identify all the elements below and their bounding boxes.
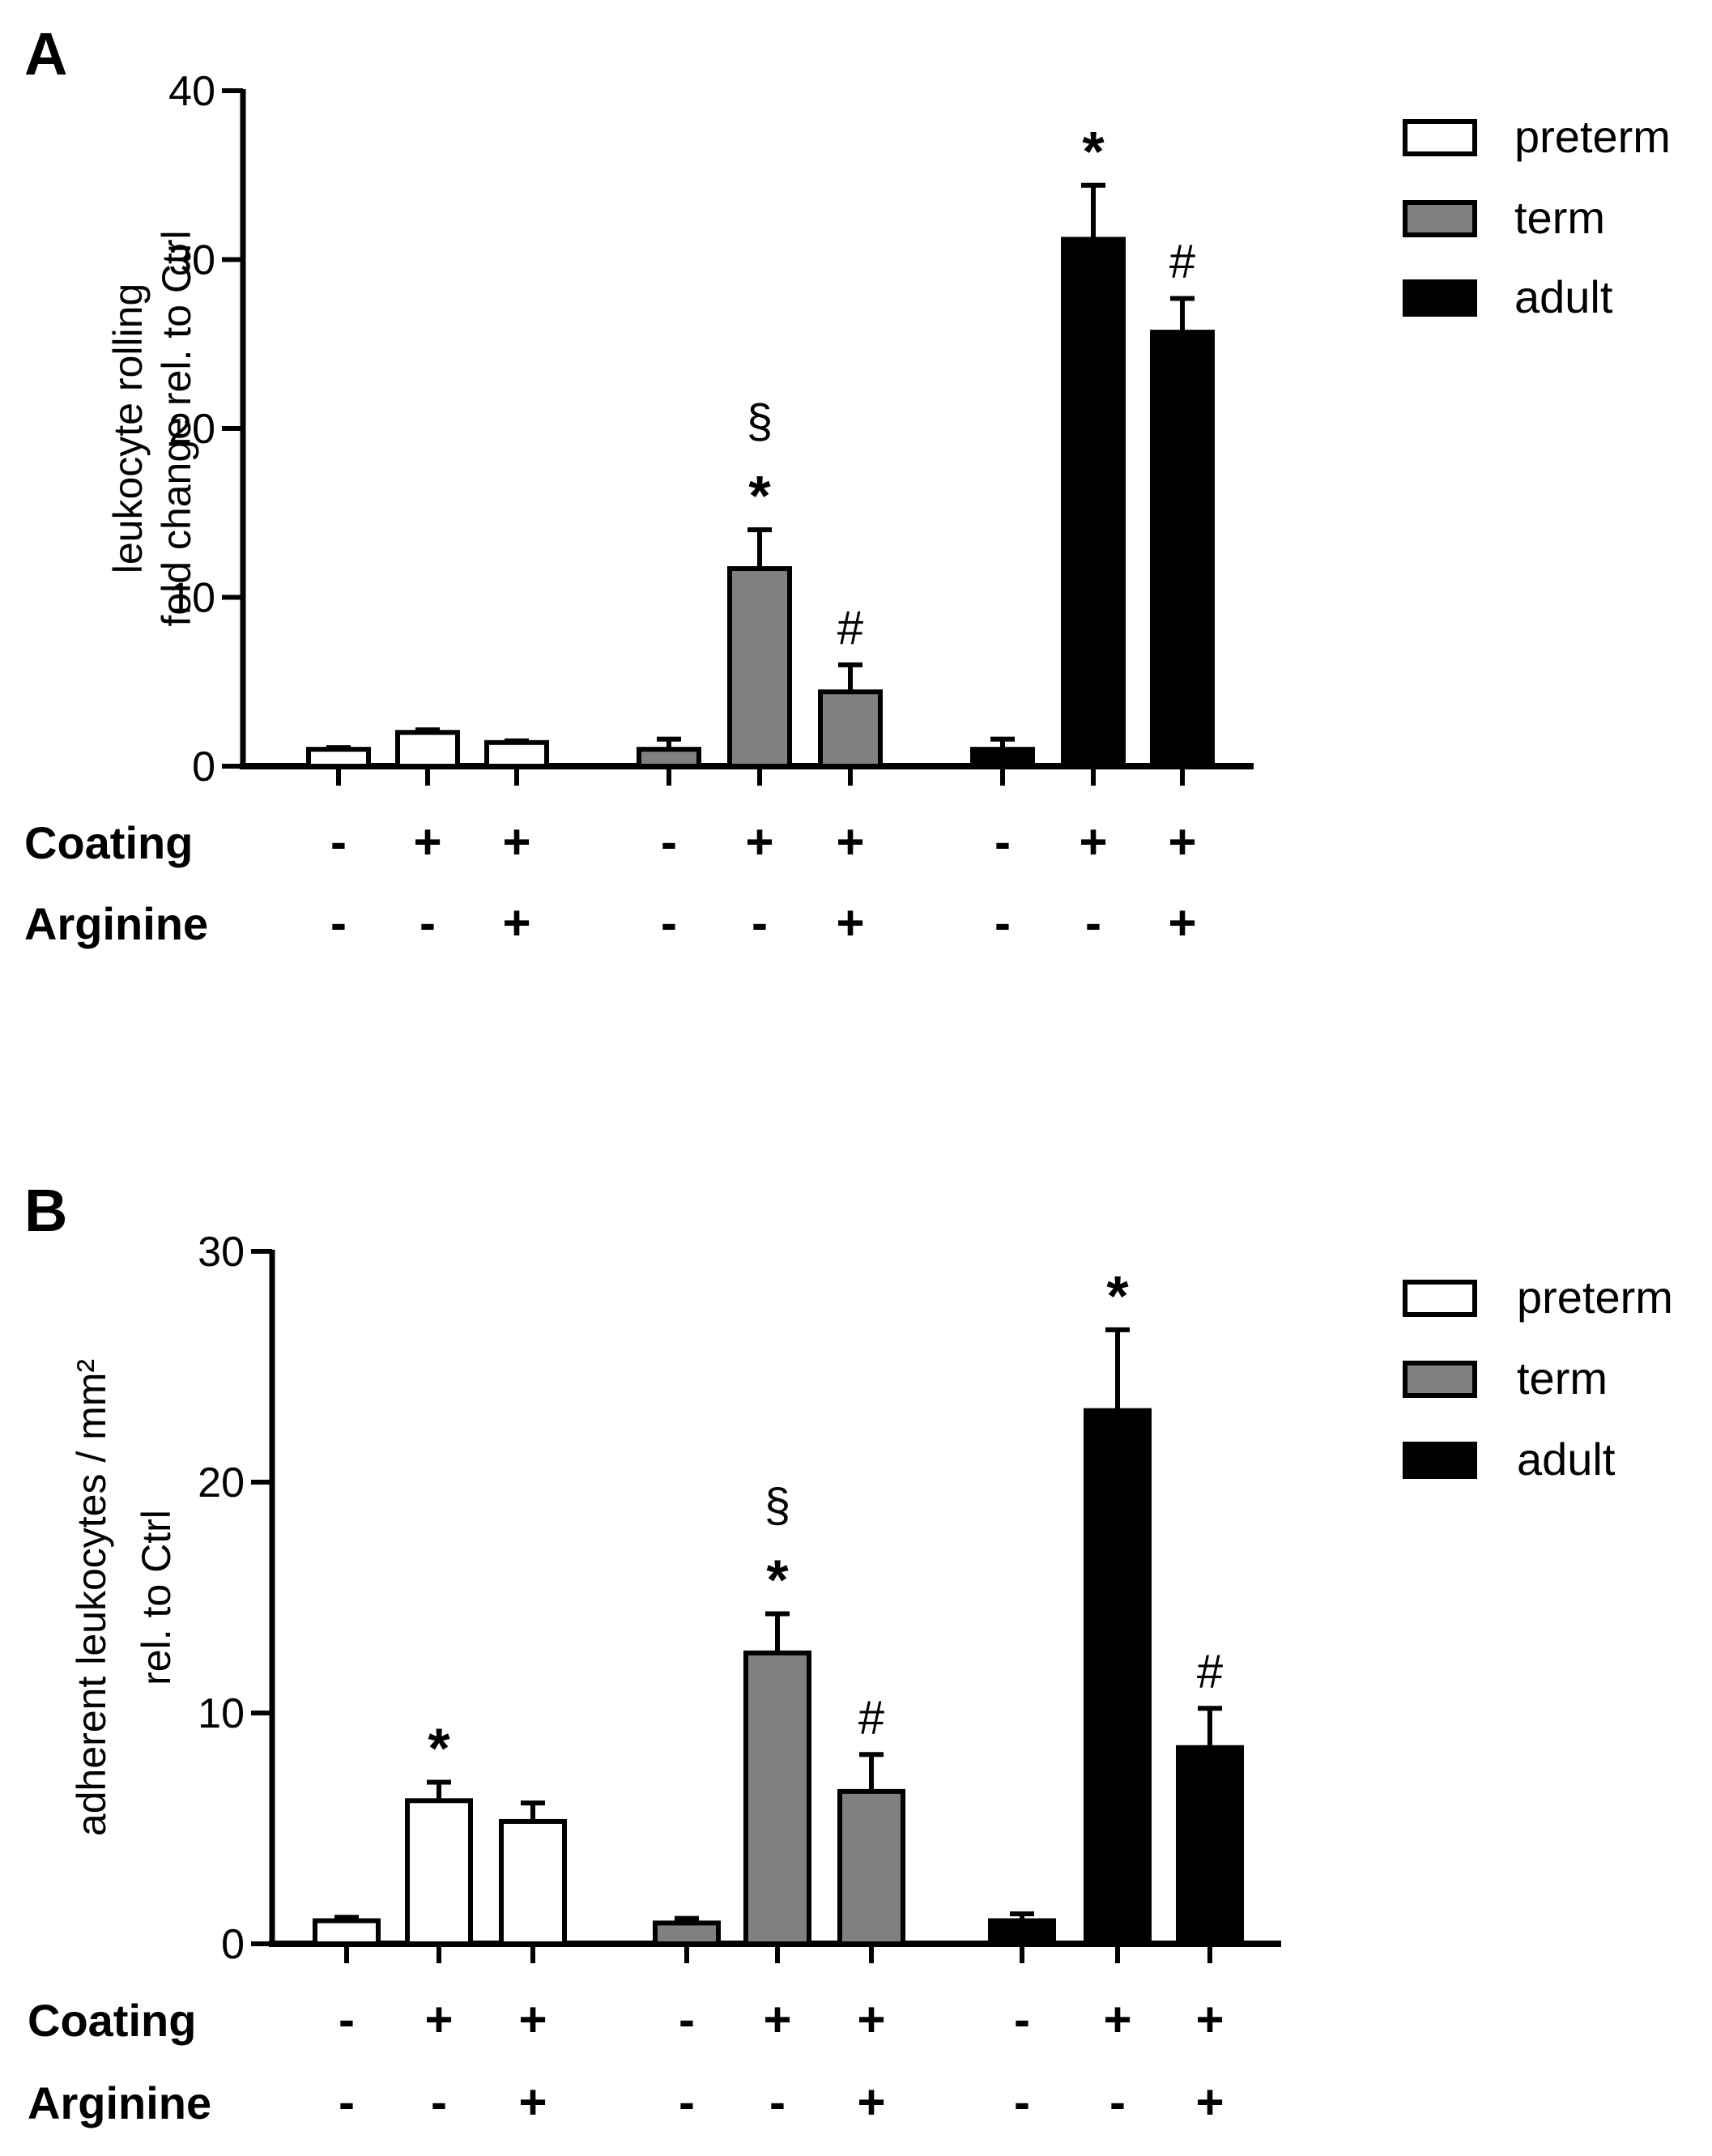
coating-sign: + <box>763 1992 791 2047</box>
bar-preterm-1 <box>313 1918 381 1946</box>
y-tick-label: 20 <box>198 1459 245 1506</box>
arginine-sign: - <box>752 896 768 950</box>
coating-sign: - <box>339 1992 355 2047</box>
coating-sign: - <box>661 815 677 869</box>
significance-section-mark: § <box>747 395 773 448</box>
bar-preterm-2 <box>395 730 460 769</box>
coating-sign: - <box>1014 1992 1030 2047</box>
arginine-sign: - <box>419 896 436 950</box>
bar-term-2 <box>743 1650 811 1947</box>
significance-star: * <box>748 464 771 527</box>
bar-adult-2 <box>1061 236 1126 769</box>
bar-adult-3 <box>1150 330 1215 769</box>
row-label-coating: Coating <box>24 817 193 868</box>
coating-sign: - <box>994 815 1011 869</box>
significance-star: * <box>766 1548 789 1611</box>
coating-sign: + <box>1195 1992 1224 2047</box>
legend-swatch-preterm <box>1403 1280 1477 1317</box>
y-tick-label: 30 <box>168 237 215 284</box>
y-tick-label: 40 <box>168 68 215 115</box>
bar-preterm-2 <box>405 1798 473 1947</box>
bar-term-1 <box>653 1920 721 1947</box>
coating-sign: + <box>836 815 864 869</box>
bar-adult-1 <box>988 1918 1056 1946</box>
y-axis-title-line-1: leukocyte rolling <box>105 283 151 574</box>
row-label-arginine: Arginine <box>24 898 208 949</box>
legend-label-term: term <box>1517 1353 1608 1404</box>
coating-sign: - <box>679 1992 695 2047</box>
row-label-arginine: Arginine <box>28 2077 211 2128</box>
y-tick-label: 30 <box>198 1229 245 1276</box>
legend-swatch-adult <box>1403 279 1477 317</box>
significance-star: * <box>1106 1264 1129 1327</box>
arginine-sign: - <box>339 2075 355 2129</box>
chart-panel-A: A 0 10 20 30 40 leukocyte rolling fold change r… <box>24 20 1671 950</box>
arginine-sign: + <box>857 2075 885 2129</box>
arginine-sign: + <box>518 2075 547 2129</box>
y-tick-label: 0 <box>221 1921 245 1968</box>
arginine-sign: - <box>661 896 677 950</box>
bar-term-3 <box>837 1788 905 1946</box>
coating-sign: + <box>1168 815 1196 869</box>
arginine-sign: + <box>1195 2075 1224 2129</box>
significance-hash: # <box>858 1691 884 1744</box>
arginine-sign: - <box>1109 2075 1126 2129</box>
bar-term-2 <box>727 566 792 769</box>
legend-label-preterm: preterm <box>1514 111 1671 162</box>
coating-sign: + <box>857 1992 885 2047</box>
arginine-sign: - <box>330 896 347 950</box>
significance-section-mark: § <box>764 1479 790 1532</box>
bar-term-3 <box>818 689 883 769</box>
panel-letter: A <box>24 20 67 87</box>
significance-star: * <box>428 1717 450 1780</box>
y-axis-title-line-2: rel. to Ctrl <box>134 1510 179 1685</box>
legend-swatch-term <box>1403 200 1477 237</box>
coating-sign: - <box>330 815 347 869</box>
arginine-sign: - <box>1014 2075 1030 2129</box>
arginine-sign: + <box>502 896 530 950</box>
arginine-sign: - <box>994 896 1011 950</box>
panel-letter: B <box>24 1177 67 1244</box>
row-label-coating: Coating <box>28 1995 196 2046</box>
coating-sign: + <box>424 1992 453 2047</box>
y-axis-title-line-1: adherent leukocytes / mm² <box>69 1359 114 1836</box>
bar-adult-3 <box>1176 1745 1244 1946</box>
y-axis-title-line-2: fold change rel. to Ctrl <box>154 230 199 626</box>
y-tick-label: 20 <box>168 406 215 453</box>
significance-hash: # <box>1169 235 1195 288</box>
legend-label-adult: adult <box>1514 271 1613 322</box>
arginine-sign: + <box>836 896 864 950</box>
legend-label-term: term <box>1514 192 1605 243</box>
coating-sign: + <box>502 815 530 869</box>
arginine-sign: - <box>769 2075 786 2129</box>
bar-adult-1 <box>970 747 1035 769</box>
bar-preterm-3 <box>499 1818 567 1946</box>
legend-label-adult: adult <box>1517 1434 1616 1485</box>
bar-adult-2 <box>1084 1408 1152 1946</box>
arginine-sign: - <box>1085 896 1101 950</box>
arginine-sign: - <box>431 2075 447 2129</box>
significance-hash: # <box>837 602 863 654</box>
arginine-sign: - <box>679 2075 695 2129</box>
legend-swatch-preterm <box>1403 119 1477 156</box>
bar-term-1 <box>637 747 701 769</box>
y-tick-label: 10 <box>198 1690 245 1737</box>
coating-sign: + <box>1103 1992 1131 2047</box>
y-tick-label: 10 <box>168 575 215 622</box>
coating-sign: + <box>1079 815 1107 869</box>
arginine-sign: + <box>1168 896 1196 950</box>
significance-hash: # <box>1197 1645 1223 1698</box>
coating-sign: + <box>518 1992 547 2047</box>
chart-panel-B: B 0 10 20 30 adherent leukocytes / mm² rel. to… <box>24 1177 1673 2129</box>
y-tick-label: 0 <box>192 744 215 790</box>
coating-sign: + <box>413 815 441 869</box>
bar-preterm-1 <box>306 747 371 769</box>
significance-star: * <box>1082 120 1105 183</box>
legend-label-preterm: preterm <box>1517 1272 1673 1323</box>
legend-swatch-adult <box>1403 1442 1477 1479</box>
bar-preterm-3 <box>484 739 549 769</box>
coating-sign: + <box>745 815 773 869</box>
legend-swatch-term <box>1403 1361 1477 1398</box>
